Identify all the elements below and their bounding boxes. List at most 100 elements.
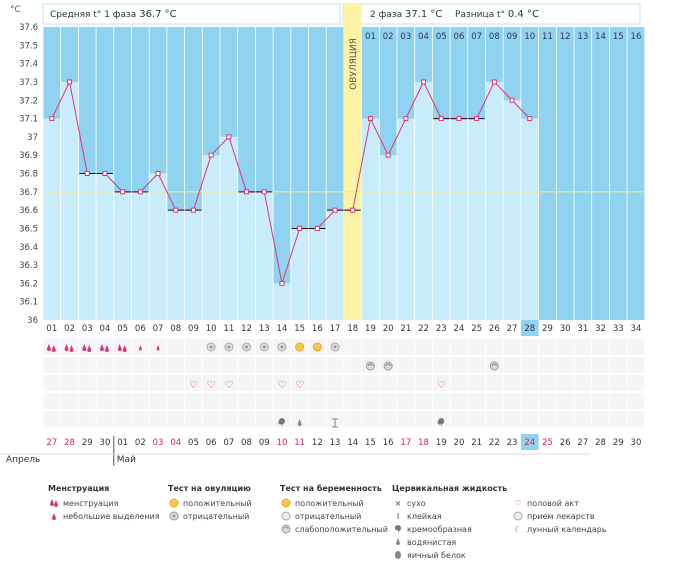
marker-cell	[468, 375, 485, 391]
marker-cell	[627, 357, 645, 373]
phase1-box	[42, 3, 341, 25]
day-fill	[96, 173, 114, 320]
marker-cell	[114, 339, 131, 355]
phase1-label: Средняя t° 1 фаза 36.7 °C	[50, 9, 177, 20]
marker-cell	[185, 339, 202, 355]
marker-cell	[96, 357, 114, 373]
day-fill	[414, 81, 433, 320]
ovulation-positive-icon	[295, 342, 305, 352]
marker-cell	[61, 411, 78, 427]
y-tick-label: 37.2	[19, 96, 38, 106]
marker-cell	[521, 393, 539, 409]
marker-cell	[397, 393, 415, 409]
marker-cell	[167, 411, 185, 427]
temperature-point	[297, 225, 303, 231]
day-fill	[202, 155, 220, 320]
luteal-day-label: 03	[400, 32, 411, 42]
ovulation-negative-dot	[333, 345, 337, 349]
marker-cell	[132, 357, 149, 373]
day-fill	[450, 118, 468, 320]
pill-icon	[512, 510, 524, 523]
day-fill	[273, 283, 291, 320]
luteal-day-label: 15	[613, 32, 624, 42]
marker-cell	[539, 411, 556, 427]
date-label: 29	[82, 438, 93, 448]
marker-cell	[220, 357, 238, 373]
x-tick-label: 19	[365, 324, 376, 334]
legend-title: Цервикальная жидкость	[392, 484, 508, 493]
marker-cell	[609, 375, 627, 391]
marker-cell	[238, 357, 255, 373]
date-row: 27 28 29 30 01 02 03 04 05 06 07 08 09 10 11 12 13 14 15 16…	[0, 434, 641, 466]
marker-cell	[609, 357, 627, 373]
creamy-icon	[278, 418, 285, 427]
pregnancy-negative-icon	[280, 510, 292, 523]
month-label: Апрель	[6, 455, 40, 465]
marker-cell	[521, 375, 539, 391]
marker-cell	[220, 375, 238, 391]
date-label: 10	[277, 438, 288, 448]
x-tick-label: 31	[577, 324, 588, 334]
marker-cell	[309, 393, 326, 409]
creamy-icon	[392, 523, 404, 536]
marker-cell	[167, 357, 185, 373]
x-tick-label: 06	[135, 324, 146, 334]
marker-cell	[468, 411, 485, 427]
temperature-series	[49, 79, 533, 286]
date-label: 06	[206, 438, 217, 448]
temperature-point	[367, 116, 373, 122]
marker-cell	[255, 375, 273, 391]
x-tick-label: 25	[471, 324, 482, 334]
marker-cell	[202, 375, 220, 391]
marker-cell	[521, 339, 539, 355]
temperature-point	[527, 116, 533, 122]
marker-cell	[43, 411, 61, 427]
marker-cell	[468, 357, 485, 373]
marker-cell	[556, 411, 574, 427]
day-fill	[255, 191, 274, 320]
current-day-highlight	[520, 434, 539, 450]
marker-cell	[220, 393, 238, 409]
heart-icon: ♡	[189, 380, 198, 391]
ovulation-negative-dot	[209, 345, 213, 349]
heart-icon: ♡	[207, 380, 216, 391]
x-tick-label: 10	[206, 324, 217, 334]
marker-cell	[503, 357, 521, 373]
legend-title: Тест на беременность	[280, 484, 382, 493]
current-day-highlight	[520, 320, 539, 336]
luteal-day-label: 08	[489, 32, 500, 42]
marker-cell	[309, 357, 326, 373]
dry-icon: ×	[394, 499, 402, 508]
date-label: 04	[170, 438, 181, 448]
marker-cell	[592, 393, 609, 409]
day-fill	[308, 228, 327, 320]
temperature-point	[385, 152, 391, 158]
legend-item: отрицательный	[168, 510, 252, 523]
luteal-day-label: 14	[595, 32, 606, 42]
y-axis: 36 36.1 36.2 36.3 36.4 36.5 36.6 36.7 36.8 36.9 37…	[19, 23, 38, 326]
marker-cell	[468, 339, 485, 355]
creamy-icon	[437, 418, 445, 427]
blood-drops-icon	[82, 344, 92, 352]
marker-cell	[273, 357, 291, 373]
marker-cell	[362, 375, 379, 391]
day-fill	[43, 118, 61, 320]
marker-cell	[238, 411, 255, 427]
blood-drops-icon	[48, 497, 60, 510]
temperature-point	[438, 116, 444, 122]
x-tick-label: 27	[507, 324, 518, 334]
marker-cell	[592, 375, 609, 391]
x-tick-label: 32	[595, 324, 606, 334]
ovulation-positive-icon	[312, 342, 322, 352]
y-tick-label: 36.7	[19, 188, 38, 198]
marker-cell	[255, 357, 273, 373]
day-fill	[131, 191, 150, 320]
ovulation-negative-dot	[280, 345, 284, 349]
x-tick-label: 16	[312, 324, 323, 334]
marker-cell	[114, 375, 131, 391]
marker-cell	[202, 393, 220, 409]
date-label: 03	[153, 438, 164, 448]
temperature-point	[155, 171, 161, 176]
legend-item: положительный	[168, 497, 252, 510]
x-tick-label: 04	[100, 324, 111, 334]
